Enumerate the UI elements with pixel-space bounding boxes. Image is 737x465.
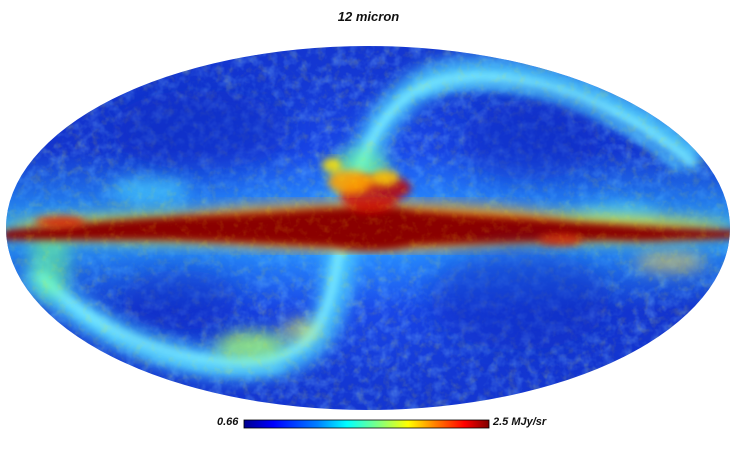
colorbar-max-label: 2.5 MJy/sr [493,416,547,428]
colorbar-min-label: 0.66 [217,416,239,428]
colorbar-gradient [243,419,490,429]
map-title: 12 micron [337,9,400,24]
